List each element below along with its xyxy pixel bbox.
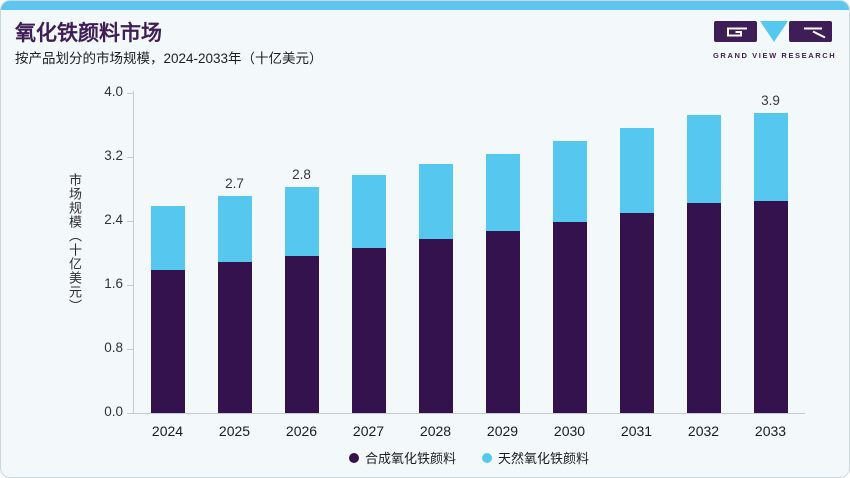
y-tick-mark — [127, 221, 133, 222]
bar-2024 — [134, 93, 201, 413]
top-accent-strip — [1, 1, 849, 10]
bar-segment-natural-2030 — [552, 141, 587, 222]
legend-dot-natural — [482, 452, 492, 463]
bar-segment-synthetic-2033 — [753, 200, 788, 413]
x-label-2027: 2027 — [352, 423, 385, 439]
gvr-logo-mark — [714, 21, 832, 42]
legend-dot-synthetic — [348, 452, 359, 463]
bar-2029 — [469, 93, 536, 413]
legend-label-natural: 天然氧化铁颜料 — [498, 451, 590, 466]
bars-row: 2.7 2.8 3.9 — [134, 93, 804, 413]
bar-2028 — [402, 93, 469, 413]
x-axis-line — [133, 413, 805, 414]
bar-segment-natural-2032 — [686, 115, 721, 204]
y-axis-line — [133, 91, 134, 414]
x-label-2030: 2030 — [553, 423, 586, 439]
x-label-2031: 2031 — [620, 423, 653, 439]
bar-2025: 2.7 — [201, 93, 268, 413]
bar-segment-synthetic-2030 — [552, 221, 587, 413]
bar-segment-natural-2026 — [284, 186, 319, 257]
x-label-2024: 2024 — [151, 423, 184, 439]
x-label-2029: 2029 — [486, 423, 519, 439]
x-label-2033: 2033 — [754, 423, 787, 439]
chart-legend: 合成氧化铁颜料 天然氧化铁颜料 — [134, 448, 804, 467]
x-label-2026: 2026 — [285, 423, 318, 439]
bar-2032 — [670, 93, 737, 413]
x-label-2032: 2032 — [687, 423, 720, 439]
bar-2027 — [335, 93, 402, 413]
bar-2026: 2.8 — [268, 93, 335, 413]
bar-segment-natural-2033 — [753, 113, 788, 201]
x-label-2028: 2028 — [419, 423, 452, 439]
y-tick-label: 0.0 — [104, 404, 123, 419]
y-tick-label: 0.8 — [104, 340, 123, 355]
legend-item-synthetic: 合成氧化铁颜料 — [348, 448, 456, 467]
bar-segment-synthetic-2029 — [485, 231, 520, 413]
bar-segment-synthetic-2031 — [619, 213, 654, 413]
gvr-logo-text: GRAND VIEW RESEARCH — [713, 51, 837, 60]
bar-2031 — [603, 93, 670, 413]
page-title: 氧化铁颜料市场 — [15, 22, 162, 45]
bar-segment-synthetic-2032 — [686, 203, 721, 413]
bar-2033: 3.9 — [737, 93, 804, 413]
x-axis-labels: 2024 2025 2026 2027 2028 2029 2030 2031 2032 2033 — [134, 423, 804, 439]
bar-2030 — [536, 93, 603, 413]
bar-segment-synthetic-2024 — [150, 269, 185, 413]
bar-segment-natural-2028 — [418, 164, 453, 240]
y-tick-mark — [127, 285, 133, 286]
y-tick-mark — [127, 93, 133, 94]
bar-total-label-2025: 2.7 — [225, 176, 244, 192]
bar-segment-natural-2025 — [217, 196, 252, 262]
y-axis-title: 市场规模（十亿美元） — [67, 173, 82, 313]
y-tick-label: 1.6 — [104, 276, 123, 291]
gvr-logo: GRAND VIEW RESEARCH — [713, 21, 837, 60]
bar-segment-natural-2031 — [619, 128, 654, 213]
bar-segment-synthetic-2026 — [284, 256, 319, 413]
bar-segment-synthetic-2025 — [217, 261, 252, 413]
y-tick-label: 4.0 — [104, 84, 123, 99]
legend-label-synthetic: 合成氧化铁颜料 — [364, 451, 456, 466]
bar-total-label-2033: 3.9 — [761, 93, 780, 108]
y-tick-label: 2.4 — [104, 212, 123, 227]
bar-segment-natural-2024 — [150, 205, 185, 270]
chart-subtitle: 按产品划分的市场规模，2024-2033年（十亿美元） — [15, 51, 323, 66]
bar-segment-synthetic-2028 — [418, 239, 453, 413]
y-tick-label: 3.2 — [104, 148, 123, 163]
logo-v-triangle — [760, 21, 788, 42]
bar-total-label-2026: 2.8 — [292, 166, 311, 182]
y-tick-mark — [127, 349, 133, 350]
x-label-2025: 2025 — [218, 423, 251, 439]
legend-item-natural: 天然氧化铁颜料 — [482, 448, 589, 467]
bar-segment-natural-2027 — [351, 174, 386, 249]
bar-segment-synthetic-2027 — [351, 248, 386, 413]
bar-segment-natural-2029 — [485, 153, 520, 232]
y-tick-mark — [127, 413, 133, 414]
y-tick-mark — [127, 157, 133, 158]
